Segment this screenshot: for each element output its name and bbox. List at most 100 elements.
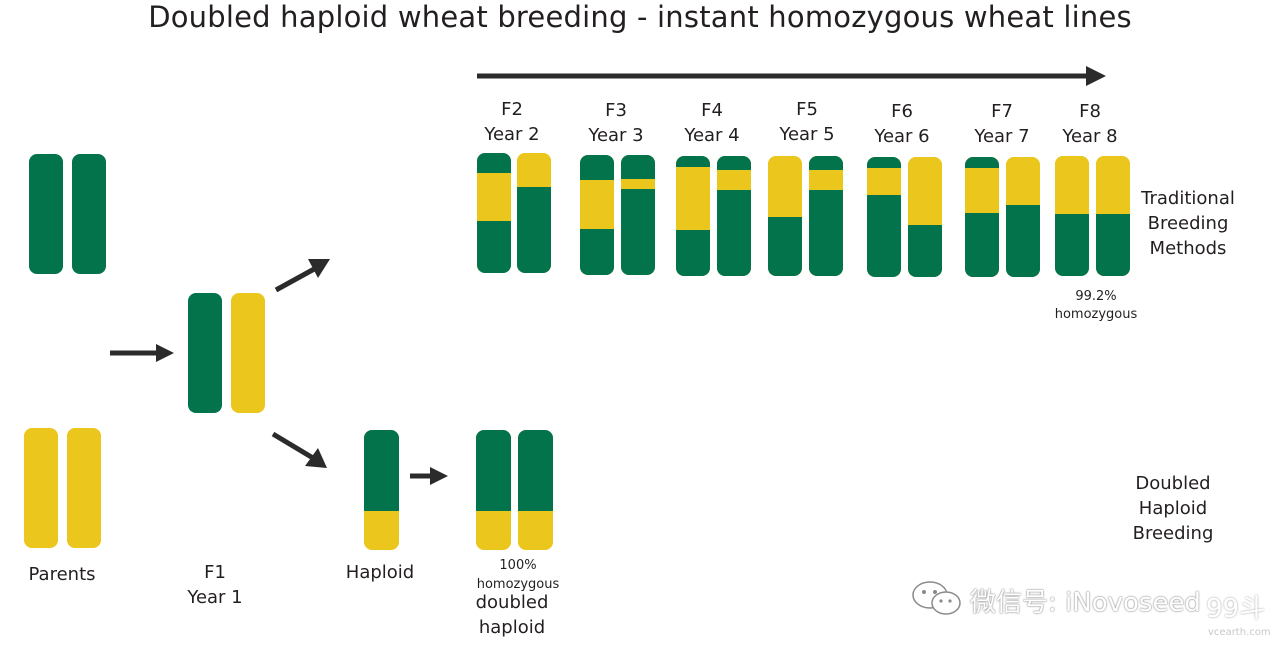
doubled-haploid-breeding-label: Doubled Haploid Breeding <box>1118 471 1228 546</box>
traditional-pct: 99.2% <box>1075 289 1117 304</box>
dh-line3: Breeding <box>1132 523 1214 544</box>
generation-label-f2: F2 Year 2 <box>467 97 557 147</box>
chromosome-segment <box>908 157 942 225</box>
chromosome-segment <box>867 195 901 277</box>
chromosome-segment <box>1096 214 1130 276</box>
doubled-homozygous: homozygous <box>476 577 560 592</box>
chromosome-f7-right <box>1006 157 1040 277</box>
doubled-line2: haploid <box>478 617 546 638</box>
chromosome-segment <box>517 153 551 187</box>
parents-label: Parents <box>28 564 96 585</box>
chromosome-f2-left <box>477 153 511 273</box>
chromosome-segment <box>676 156 710 167</box>
generation-year: Year 3 <box>588 125 644 146</box>
generation-name: F5 <box>796 99 818 120</box>
chromosome-segment <box>717 170 751 190</box>
generation-year: Year 2 <box>484 124 540 145</box>
traditional-homozygous: homozygous <box>1054 307 1138 322</box>
traditional-line3: Methods <box>1149 238 1227 259</box>
f1-year: Year 1 <box>187 587 243 608</box>
generation-label-f5: F5 Year 5 <box>762 97 852 147</box>
chromosome-segment <box>580 229 614 275</box>
chromosome-f2-right <box>517 153 551 273</box>
chromosome-segment <box>477 153 511 173</box>
generation-label-f6: F6 Year 6 <box>857 99 947 149</box>
chromosome-f4-right <box>717 156 751 276</box>
f1-to-traditional-arrow <box>274 259 330 293</box>
doubled-haploid-chromosome-left <box>476 430 511 550</box>
generation-year: Year 4 <box>684 125 740 146</box>
chromosome-segment <box>965 157 999 168</box>
chromosome-f5-left <box>768 156 802 276</box>
chromosome-f8-right <box>1096 156 1130 276</box>
generation-timeline-arrow <box>477 66 1106 86</box>
parents-to-f1-arrow <box>110 344 174 362</box>
chromosome-segment <box>477 173 511 221</box>
traditional-homozygous-note: 99.2% homozygous <box>1041 288 1151 323</box>
page-title: Doubled haploid wheat breeding - instant… <box>148 0 1132 34</box>
chromosome-segment <box>580 180 614 229</box>
f1-label: F1 Year 1 <box>175 560 255 610</box>
chromosome-segment <box>1006 157 1040 205</box>
chromosome-segment <box>809 170 843 190</box>
dh-line1: Doubled <box>1135 473 1211 494</box>
haploid-label: Haploid <box>345 562 415 583</box>
parent-green-chromosome-left <box>29 154 63 274</box>
chromosome-f6-left <box>867 157 901 277</box>
chromosome-segment <box>580 155 614 180</box>
watermark-logo: 99斗 <box>1206 594 1266 624</box>
chromosome-f3-left <box>580 155 614 275</box>
chromosome-f6-right <box>908 157 942 277</box>
chromosome-segment <box>768 156 802 217</box>
traditional-line1: Traditional <box>1141 188 1235 209</box>
generation-year: Year 6 <box>874 126 930 147</box>
parent-yellow-chromosome-left <box>24 428 58 548</box>
doubled-line1: doubled <box>475 592 549 613</box>
generation-label-f7: F7 Year 7 <box>957 99 1047 149</box>
f1-green-chromosome <box>188 293 222 413</box>
chromosome-segment <box>717 156 751 170</box>
generation-name: F2 <box>501 99 523 120</box>
chromosome-segment <box>477 221 511 273</box>
chromosome-segment <box>1055 214 1089 276</box>
parent-yellow-chromosome-right <box>67 428 101 548</box>
generation-label-f8: F8 Year 8 <box>1045 99 1135 149</box>
chromosome-f7-left <box>965 157 999 277</box>
generation-year: Year 5 <box>779 124 835 145</box>
dh-line2: Haploid <box>1138 498 1208 519</box>
chromosome-segment <box>1006 205 1040 277</box>
chromosome-segment <box>809 156 843 170</box>
chromosome-segment <box>621 189 655 275</box>
chromosome-segment <box>676 230 710 276</box>
f1-to-haploid-arrow <box>271 431 327 468</box>
generation-name: F8 <box>1079 101 1101 122</box>
chromosome-f4-left <box>676 156 710 276</box>
chromosome-segment <box>1096 156 1130 214</box>
generation-name: F3 <box>605 100 627 121</box>
chromosome-f3-right <box>621 155 655 275</box>
generation-name: F7 <box>991 101 1013 122</box>
chromosome-f8-left <box>1055 156 1089 276</box>
generation-label-f4: F4 Year 4 <box>667 98 757 148</box>
chromosome-segment <box>621 179 655 189</box>
generation-name: F4 <box>701 100 723 121</box>
watermark-site: vcearth.com <box>1208 627 1271 638</box>
generation-name: F6 <box>891 101 913 122</box>
traditional-line2: Breeding <box>1147 213 1229 234</box>
wechat-icon <box>912 581 961 615</box>
chromosome-segment <box>965 213 999 277</box>
doubled-pct: 100% <box>499 558 537 573</box>
chromosome-segment <box>621 155 655 179</box>
haploid-to-doubled-arrow <box>410 467 448 485</box>
generation-year: Year 8 <box>1062 126 1118 147</box>
chromosome-f5-right <box>809 156 843 276</box>
chromosome-segment <box>809 190 843 276</box>
parent-green-chromosome-right <box>72 154 106 274</box>
chromosome-segment <box>517 187 551 273</box>
chromosome-segment <box>676 167 710 230</box>
chromosome-segment <box>1055 156 1089 214</box>
chromosome-segment <box>908 225 942 277</box>
f1-generation: F1 <box>204 562 226 583</box>
generation-year: Year 7 <box>974 126 1030 147</box>
